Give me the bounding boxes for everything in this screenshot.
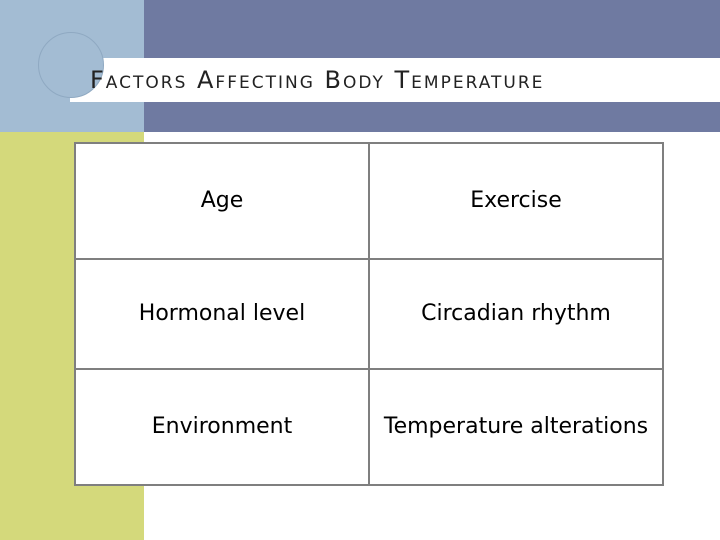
table-cell: Hormonal level: [74, 258, 370, 370]
slide-title: Factors Affecting Body Temperature: [90, 66, 545, 94]
table-cell: Circadian rhythm: [368, 258, 664, 370]
table-row: Environment Temperature alterations: [74, 368, 664, 486]
decorative-circle: [38, 32, 104, 98]
table-row: Age Exercise: [74, 142, 664, 260]
table-cell: Age: [74, 142, 370, 260]
title-bar: [70, 58, 720, 102]
table-cell: Exercise: [368, 142, 664, 260]
table-cell: Temperature alterations: [368, 368, 664, 486]
factors-table: Age Exercise Hormonal level Circadian rh…: [74, 142, 664, 486]
table-cell: Environment: [74, 368, 370, 486]
table-row: Hormonal level Circadian rhythm: [74, 258, 664, 370]
